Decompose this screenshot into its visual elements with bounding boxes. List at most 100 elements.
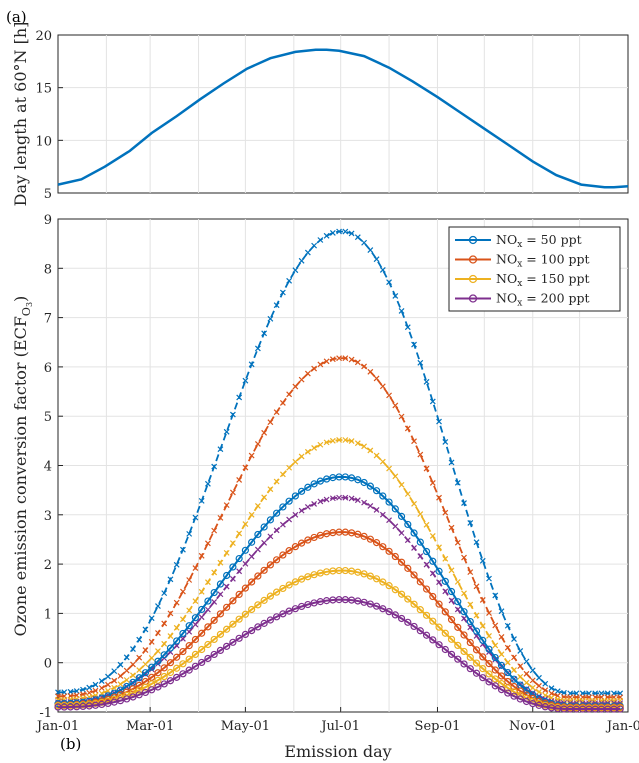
circle-marker	[248, 626, 256, 635]
cross-marker	[173, 624, 180, 631]
cross-marker	[161, 640, 168, 647]
cross-marker	[223, 549, 230, 556]
cross-marker	[273, 478, 280, 485]
legend-marker	[468, 255, 478, 264]
circle-marker	[229, 597, 237, 605]
cross-marker	[398, 413, 405, 420]
cross-marker	[105, 681, 111, 688]
panel-b-ecf: -1 0 1 2 3 4 5 6 7 8 9 Jan-01 Mar-01 May-01 Jul-01 Sep-…	[11, 213, 639, 761]
cross-marker	[429, 533, 436, 539]
circle-marker	[360, 478, 368, 487]
circle-marker	[385, 498, 393, 506]
circle-marker	[429, 636, 437, 644]
circle-marker	[285, 581, 293, 589]
circle-marker	[160, 651, 168, 659]
circle-marker	[279, 551, 287, 559]
circle-marker	[491, 666, 499, 674]
cross-marker	[323, 496, 330, 503]
cross-marker	[442, 509, 449, 516]
circle-marker	[447, 635, 456, 643]
cross-marker	[242, 464, 249, 471]
cross-marker	[167, 633, 174, 639]
cross-marker	[148, 638, 155, 645]
cross-marker	[229, 540, 236, 547]
cross-marker	[367, 502, 374, 509]
circle-marker	[485, 678, 493, 686]
circle-marker	[210, 616, 218, 624]
cross-marker	[517, 647, 524, 654]
cross-marker	[342, 437, 349, 443]
cross-marker	[304, 370, 311, 377]
circle-marker	[429, 592, 437, 601]
cross-marker	[317, 498, 324, 505]
circle-marker	[216, 646, 225, 654]
circle-marker	[298, 602, 306, 611]
ytick-label: 5	[44, 410, 52, 425]
cross-marker	[105, 687, 111, 694]
circle-marker	[404, 520, 412, 529]
circle-marker	[223, 571, 231, 580]
circle-marker	[291, 578, 299, 586]
circle-marker	[454, 598, 462, 606]
cross-marker	[386, 465, 392, 472]
circle-marker	[266, 616, 274, 624]
circle-marker	[435, 600, 443, 608]
cross-marker	[336, 437, 343, 443]
circle-marker	[472, 669, 481, 677]
cross-marker	[117, 661, 124, 668]
cross-marker	[479, 622, 486, 629]
cross-marker	[467, 519, 474, 526]
cross-marker	[479, 557, 486, 564]
cross-marker	[204, 579, 211, 586]
cross-marker	[217, 559, 224, 566]
panel-a-yticks: 5 10 15 20	[35, 29, 63, 202]
cross-marker	[192, 598, 199, 605]
ylabel-end: )	[11, 296, 30, 302]
circle-marker	[135, 691, 143, 699]
circle-marker	[248, 578, 256, 586]
panel-a-day-length: 5 10 15 20 (a) Day length at 60°N [h]	[6, 8, 629, 206]
cross-marker	[217, 514, 224, 521]
cross-marker	[354, 440, 361, 447]
ytick-label: 2	[44, 558, 52, 573]
cross-marker	[436, 418, 442, 425]
circle-marker	[260, 596, 268, 604]
cross-marker	[130, 661, 136, 668]
cross-marker	[117, 681, 124, 688]
circle-marker	[173, 653, 181, 661]
circle-marker	[391, 611, 399, 619]
cross-marker	[223, 583, 230, 590]
cross-marker	[373, 256, 380, 263]
cross-marker	[186, 530, 193, 537]
cross-marker	[311, 500, 318, 507]
ytick-label: 4	[44, 460, 52, 475]
cross-marker	[411, 438, 417, 445]
circle-marker	[154, 657, 162, 665]
cross-marker	[336, 228, 343, 235]
circle-marker	[135, 674, 143, 682]
circle-marker	[485, 645, 493, 653]
cross-marker	[523, 670, 530, 677]
circle-marker	[472, 659, 481, 667]
ytick-label: 7	[44, 312, 52, 327]
circle-marker	[291, 492, 299, 500]
panel-b-grid	[58, 219, 628, 712]
circle-marker	[285, 607, 293, 615]
cross-marker	[180, 616, 186, 623]
cross-marker	[229, 575, 236, 582]
circle-marker	[166, 677, 175, 685]
cross-marker	[398, 308, 405, 314]
cross-marker	[361, 499, 368, 506]
circle-marker	[391, 586, 399, 594]
circle-marker	[304, 600, 312, 609]
legend-label: NOx = 200 ppt	[496, 291, 590, 309]
circle-marker	[416, 578, 424, 586]
cross-marker	[254, 502, 261, 509]
circle-marker	[210, 588, 218, 597]
cross-marker	[286, 391, 293, 398]
circle-marker	[304, 483, 312, 491]
cross-marker	[311, 365, 318, 372]
cross-marker	[361, 363, 368, 370]
cross-marker	[554, 688, 561, 695]
